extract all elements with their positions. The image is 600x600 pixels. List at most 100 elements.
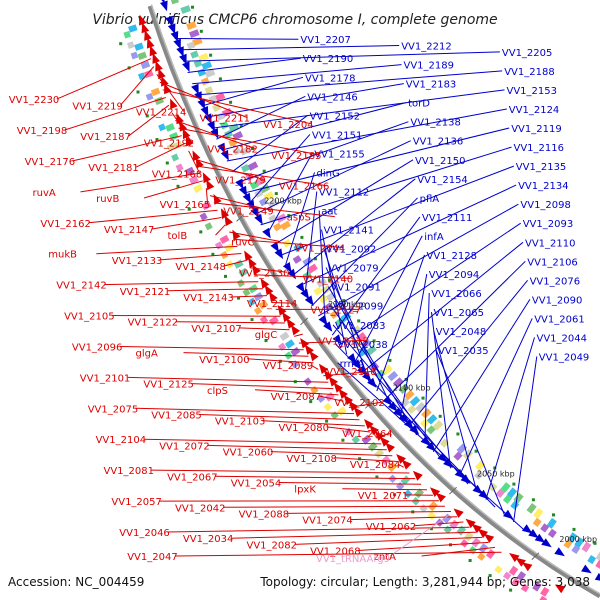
gene-label[interactable]: VV1_2091 [330, 283, 381, 294]
gene-label[interactable]: VV1_2207 [300, 35, 351, 46]
gene-label[interactable]: mukB [48, 250, 77, 261]
gene-label[interactable]: VV1_2188 [504, 67, 555, 78]
gene-label[interactable]: VV1_2153 [507, 86, 558, 97]
gene-label[interactable]: VV1_2067 [167, 472, 218, 483]
gene-label[interactable]: VV1_2212 [401, 42, 452, 53]
gene-label[interactable]: zntA [374, 552, 397, 563]
gene-label[interactable]: aat [321, 207, 337, 218]
gene-label[interactable]: VV1_2093 [523, 219, 574, 230]
gene-label[interactable]: VV1_2219 [72, 101, 123, 112]
gene-label[interactable]: VV1_2049 [539, 353, 590, 364]
gene-label[interactable]: VV1_2181 [88, 163, 139, 174]
gene-label[interactable]: VV1_2183 [406, 80, 457, 91]
gene-label[interactable]: VV1_2112 [319, 188, 370, 199]
gene-label[interactable]: VV1_2068 [310, 547, 361, 558]
gene-label[interactable]: VV1_2071 [358, 491, 409, 502]
gene-label[interactable]: VV1_2106 [527, 257, 578, 268]
gene-label[interactable]: VV1_2096 [72, 343, 123, 354]
gene-label[interactable]: VV1_2054 [231, 479, 282, 490]
gene-label[interactable]: ruvB [96, 194, 119, 205]
gene-label[interactable]: VV1_2064 [342, 429, 393, 440]
gene-label[interactable]: VV1_2149 [223, 206, 274, 217]
gene-label[interactable]: VV1_2115 [318, 336, 369, 347]
gene-label[interactable]: VV1_2034 [183, 534, 234, 545]
gene-label[interactable]: VV1_2092 [326, 245, 377, 256]
gene-label[interactable]: VV1_2118 [326, 367, 377, 378]
gene-label[interactable]: VV1_2119 [511, 124, 562, 135]
gene-label[interactable]: VV1_2065 [434, 308, 485, 319]
gene-label[interactable]: VV1_2110 [525, 238, 576, 249]
gene-label[interactable]: VV1_2035 [438, 346, 489, 357]
gene-label[interactable]: VV1_2178 [305, 73, 356, 84]
gene-label[interactable]: VV1_2044 [537, 333, 588, 344]
gene-label[interactable]: tolB [168, 231, 188, 242]
gene-label[interactable]: VV1_2179 [215, 176, 265, 187]
gene-label[interactable]: VV1_2182 [207, 145, 258, 156]
gene-label[interactable]: VV1_2048 [436, 327, 487, 338]
gene-label[interactable]: VV1_2108 [286, 454, 337, 465]
gene-label[interactable]: VV1_2081 [104, 466, 155, 477]
gene-label[interactable]: VV1_2127 [311, 305, 362, 316]
gene-label[interactable]: VV1_2101 [80, 373, 131, 384]
gene-label[interactable]: VV1_2085 [151, 411, 202, 422]
gene-label[interactable]: glgA [136, 349, 158, 360]
gene-label[interactable]: VV1_2104 [96, 435, 147, 446]
gene-label[interactable]: VV1_2176 [25, 157, 76, 168]
gene-label[interactable]: VV1_2082 [247, 540, 298, 551]
gene-label[interactable]: VV1_2128 [427, 251, 478, 262]
gene-label[interactable]: VV1_2083 [335, 321, 386, 332]
gene-label[interactable]: VV1_2133 [112, 256, 163, 267]
gene-label[interactable]: VV1_2187 [80, 132, 131, 143]
gene-label[interactable]: VV1_2122 [128, 318, 179, 329]
gene-label[interactable]: VV1_2094 [429, 270, 480, 281]
gene-label[interactable]: VV1_2143 [183, 293, 234, 304]
gene-label[interactable]: VV1_2134 [518, 181, 569, 192]
gene-label[interactable]: VV1_2047 [127, 552, 178, 563]
gene-label[interactable]: VV1_2189 [404, 61, 455, 72]
gene-label[interactable]: VV1_2057 [111, 497, 161, 508]
gene-label[interactable]: VV1_2198 [17, 126, 67, 137]
gene-label[interactable]: VV1_2060 [223, 448, 273, 459]
gene-label[interactable]: VV1_2061 [534, 314, 585, 325]
gene-label[interactable]: VV1_2204 [263, 120, 314, 131]
gene-label[interactable]: VV1_2098 [520, 200, 571, 211]
gene-label[interactable]: VV1_2185 [271, 151, 322, 162]
gene-label[interactable]: VV1_2154 [417, 175, 468, 186]
gene-label[interactable]: VV1_2121 [120, 287, 171, 298]
gene-label[interactable]: VV1_2230 [9, 95, 60, 106]
gene-label[interactable]: VV1_2205 [502, 48, 553, 59]
gene-label[interactable]: rrmA [340, 359, 365, 370]
gene-label[interactable]: VV1_2141 [324, 226, 375, 237]
gene-label[interactable]: VV1_2150 [415, 156, 466, 167]
gene-label[interactable]: VV1_2146 [307, 92, 358, 103]
gene-label[interactable]: VV1_2074 [302, 516, 353, 527]
gene-label[interactable]: glgC [255, 330, 277, 341]
gene-label[interactable]: VV1_2105 [64, 312, 115, 323]
gene-label[interactable]: ruvA [33, 188, 56, 199]
gene-label[interactable]: VV1_2130 [239, 268, 290, 279]
gene-label[interactable]: VV1_2107 [191, 324, 242, 335]
gene-label[interactable]: VV1_2136 [413, 137, 464, 148]
gene-label[interactable]: pflA [420, 194, 440, 205]
gene-label[interactable]: VV1_2080 [279, 423, 330, 434]
gene-label[interactable]: clpS [207, 386, 228, 397]
gene-label[interactable]: VV1_2062 [366, 522, 417, 533]
rna-gene-label[interactable]: VV1_tRNAArg9 [316, 554, 390, 565]
gene-label[interactable]: VV1_2084 [350, 460, 401, 471]
gene-label[interactable]: VV1_2066 [431, 289, 482, 300]
gene-label[interactable]: VV1_2042 [175, 503, 226, 514]
gene-label[interactable]: VV1_2089 [263, 361, 314, 372]
gene-label[interactable]: lpxK [294, 485, 316, 496]
gene-label[interactable]: VV1_2165 [160, 200, 211, 211]
gene-label[interactable]: VV1_2088 [239, 509, 290, 520]
gene-label[interactable]: torD [408, 99, 430, 110]
gene-label[interactable]: VV1_2144 [295, 244, 346, 255]
gene-label[interactable]: dinG [317, 168, 340, 179]
gene-label[interactable]: VV1_2162 [40, 219, 91, 230]
gene-label[interactable]: VV1_2151 [312, 130, 363, 141]
gene-label[interactable]: VV1_2103 [215, 417, 266, 428]
gene-label[interactable]: VV1_2046 [119, 528, 170, 539]
gene-label[interactable]: VV1_2111 [422, 213, 473, 224]
gene-label[interactable]: VV1_2142 [56, 281, 106, 292]
gene-label[interactable]: VV1_2076 [530, 276, 581, 287]
